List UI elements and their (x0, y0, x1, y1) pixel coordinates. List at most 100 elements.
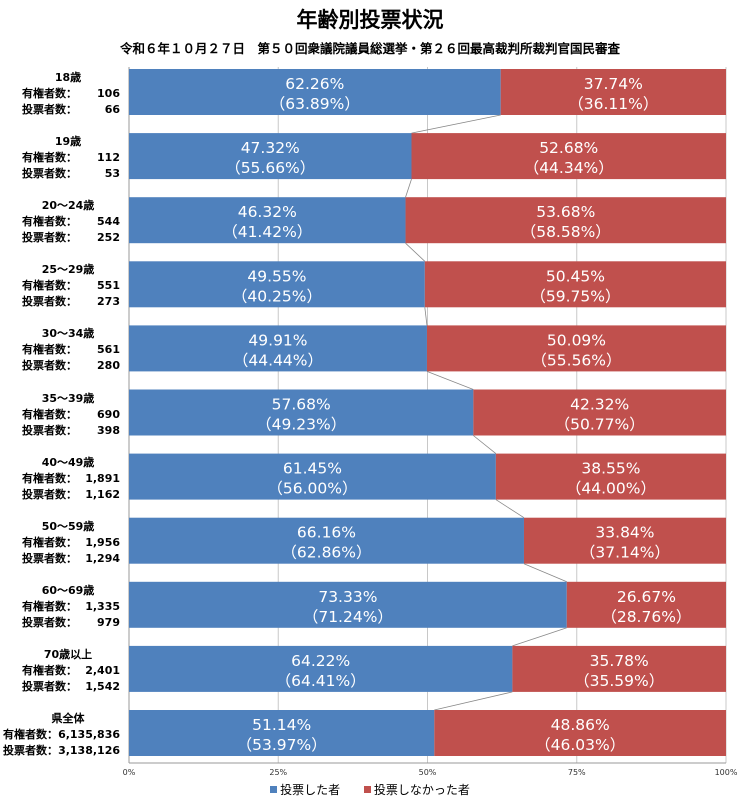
data-label-not-voted-prev: （55.56%） (531, 351, 621, 369)
x-tick-label: 25% (269, 768, 287, 777)
voters-count-line: 有権者数： 112 (0, 150, 126, 166)
data-label-voted-prev: （53.97%） (237, 736, 327, 754)
votes-count-prefix: 投票者数： (22, 551, 77, 565)
votes-count: 280 (97, 359, 120, 373)
data-label-not-voted-prev: （37.14%） (580, 544, 670, 562)
age-group-label: 25～29歳 (41, 263, 95, 277)
votes-count-line: 投票者数： 53 (0, 166, 126, 182)
bar-voted (129, 645, 513, 692)
votes-count-prefix: 投票者数： (22, 679, 77, 693)
votes-count-prefix: 投票者数： (22, 359, 77, 373)
bar-voted (129, 389, 474, 436)
connector-line (411, 114, 501, 134)
voters-count-line: 有権者数： 1,891 (0, 471, 126, 487)
row-label: 35～39歳 有権者数： 690 投票者数： 398 (0, 391, 126, 439)
bar-not-voted (523, 517, 726, 564)
data-label-not-voted-prev: （44.34%） (524, 159, 614, 177)
voters-count: 561 (97, 343, 120, 357)
data-label-voted-prev: （62.86%） (281, 544, 371, 562)
data-label-not-voted: 52.68% (539, 139, 598, 157)
voters-count-line: 有権者数： 1,956 (0, 535, 126, 551)
data-label-not-voted: 48.86% (551, 716, 610, 734)
data-label-voted: 51.14% (252, 716, 311, 734)
age-group-label: 60～69歳 (41, 583, 95, 597)
legend-item-not-voted: 投票しなかった者 (363, 783, 470, 797)
voters-count-line: 有権者数： 2,401 (0, 663, 126, 679)
voters-count: 106 (97, 87, 120, 100)
age-group-label: 19歳 (54, 135, 82, 149)
age-group-label: 18歳 (54, 71, 82, 84)
data-label-voted: 64.22% (291, 652, 350, 670)
legend-label-voted: 投票した者 (280, 783, 341, 797)
data-label-not-voted-prev: （36.11%） (568, 95, 658, 113)
x-tick-label: 0% (123, 768, 136, 777)
votes-count-line: 投票者数： 1,294 (0, 551, 126, 567)
votes-count: 1,162 (85, 487, 120, 501)
connector-line (426, 371, 474, 390)
row-label: 20～24歳 有権者数： 544 投票者数： 252 (0, 198, 126, 246)
legend-swatch-voted (270, 786, 278, 793)
votes-count: 1,542 (85, 679, 120, 693)
connector-line (473, 435, 497, 454)
votes-count: 53 (104, 167, 120, 181)
data-label-not-voted-prev: （58.58%） (521, 223, 611, 241)
bar-voted (129, 133, 412, 180)
age-group-label: 40～49歳 (41, 455, 95, 469)
voters-count-prefix: 有権者数： (22, 215, 77, 229)
bar-not-voted (512, 645, 726, 692)
bar-not-voted (424, 261, 726, 308)
votes-count: 398 (97, 423, 120, 437)
voters-count: 1,891 (85, 471, 120, 485)
voters-count-prefix: 有権者数： (22, 151, 77, 165)
row-label: 県全体 有権者数： 6,135,836 投票者数： 3,138,126 (0, 711, 126, 759)
data-label-not-voted: 38.55% (581, 460, 640, 478)
data-label-not-voted: 42.32% (570, 396, 629, 414)
data-label-voted-prev: （49.23%） (256, 416, 346, 434)
data-label-voted-prev: （44.44%） (233, 351, 323, 369)
voters-count-prefix: 有権者数： (22, 279, 77, 293)
votes-count-line: 投票者数： 66 (0, 102, 126, 118)
votes-count: 3,138,126 (58, 744, 120, 757)
connector-line (495, 499, 525, 519)
votes-count-line: 投票者数： 398 (0, 423, 126, 439)
data-label-not-voted: 53.68% (536, 203, 595, 221)
data-label-voted-prev: （40.25%） (232, 287, 322, 305)
row-label: 60～69歳 有権者数： 1,335 投票者数： 979 (0, 583, 126, 631)
x-tick-label: 100% (715, 768, 738, 777)
data-label-voted-prev: （56.00%） (267, 480, 357, 498)
age-group-label: 20～24歳 (41, 199, 95, 213)
voters-count-line: 有権者数： 551 (0, 278, 126, 294)
connector-line (405, 178, 412, 198)
row-label: 18歳 有権者数： 106 投票者数： 66 (0, 70, 126, 118)
votes-count-prefix: 投票者数： (3, 744, 58, 757)
data-label-not-voted-prev: （44.00%） (566, 480, 656, 498)
voters-count-prefix: 有権者数： (22, 471, 77, 485)
connector-line (512, 627, 567, 647)
bar-voted (129, 517, 524, 564)
voters-count: 1,956 (85, 535, 120, 549)
data-label-voted: 61.45% (283, 460, 342, 478)
voters-count-line: 有権者数： 690 (0, 407, 126, 423)
votes-count-prefix: 投票者数： (22, 103, 77, 116)
data-label-voted: 73.33% (318, 588, 377, 606)
legend-swatch-not-voted (363, 786, 371, 793)
row-label: 25～29歳 有権者数： 551 投票者数： 273 (0, 262, 126, 310)
bar-not-voted (473, 389, 726, 436)
data-label-voted-prev: （71.24%） (303, 608, 393, 626)
votes-count-prefix: 投票者数： (22, 295, 77, 309)
connector-line (424, 307, 428, 326)
voters-count-prefix: 有権者数： (22, 535, 77, 549)
votes-count-line: 投票者数： 1,542 (0, 679, 126, 695)
connector-line (434, 691, 513, 711)
connector-line (405, 242, 426, 262)
row-label: 70歳以上 有権者数： 2,401 投票者数： 1,542 (0, 647, 126, 695)
voters-count-prefix: 有権者数： (22, 407, 77, 421)
connector-line (523, 563, 567, 583)
votes-count-line: 投票者数： 273 (0, 294, 126, 310)
data-label-not-voted-prev: （35.59%） (574, 672, 664, 690)
voters-count-line: 有権者数： 1,335 (0, 599, 126, 615)
age-group-label: 50～59歳 (41, 519, 95, 533)
data-label-voted: 49.91% (248, 331, 307, 349)
bar-voted (129, 453, 496, 500)
